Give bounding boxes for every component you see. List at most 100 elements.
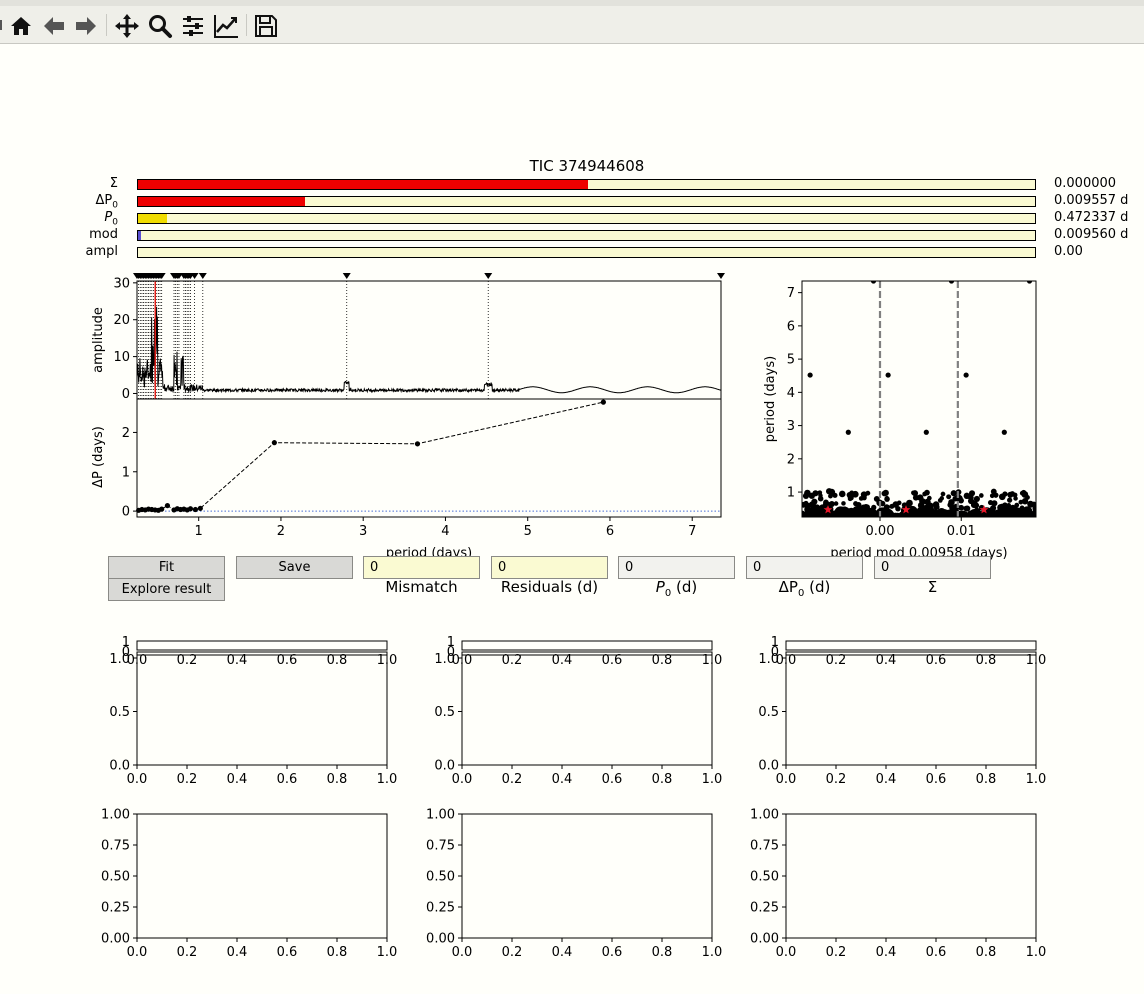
period-marker-triangle[interactable] bbox=[484, 273, 493, 279]
period-marker-triangle[interactable] bbox=[198, 273, 207, 279]
echelle-point bbox=[927, 495, 932, 501]
ytick-label: 2 bbox=[122, 426, 130, 441]
echelle-star[interactable] bbox=[979, 505, 989, 514]
empty-axis bbox=[785, 640, 1037, 651]
spacing-point[interactable] bbox=[197, 505, 203, 511]
echelle-point bbox=[860, 513, 866, 517]
echelle-point[interactable] bbox=[1001, 429, 1007, 435]
echelle-point bbox=[860, 491, 868, 498]
echelle-point bbox=[838, 490, 846, 498]
echelle-point bbox=[813, 504, 821, 511]
xtick-label: 0.0 bbox=[776, 653, 797, 668]
echelle-point bbox=[1013, 496, 1018, 501]
echelle-point bbox=[911, 490, 916, 496]
echelle-point bbox=[989, 493, 995, 499]
spacing-point[interactable] bbox=[164, 502, 171, 509]
bar-value: 0.000000 bbox=[1054, 176, 1117, 191]
forward-arrow-icon[interactable] bbox=[72, 12, 100, 40]
xtick-label: 0.2 bbox=[502, 945, 523, 960]
bar-value: 0.009557 d bbox=[1054, 193, 1129, 208]
fit-button[interactable]: Fit bbox=[108, 556, 225, 579]
xtick-label: 4 bbox=[441, 524, 449, 539]
echelle-point[interactable] bbox=[923, 429, 929, 435]
parameter-label: Mismatch bbox=[363, 578, 480, 596]
echelle-point[interactable] bbox=[870, 278, 877, 284]
echelle-point bbox=[833, 501, 839, 506]
xtick-label: 0.4 bbox=[227, 772, 248, 787]
xtick-label: 0.6 bbox=[926, 653, 947, 668]
xtick-label: 7 bbox=[688, 524, 696, 539]
periodogram-panel[interactable]: 0 10 20 30 amplitude bbox=[80, 266, 740, 406]
xtick-label: 1.0 bbox=[1026, 772, 1047, 787]
echelle-point bbox=[809, 509, 818, 517]
echelle-star[interactable] bbox=[823, 505, 833, 514]
echelle-point[interactable] bbox=[845, 429, 851, 435]
xtick-label: 0.0 bbox=[452, 945, 473, 960]
ytick-label: 0.25 bbox=[426, 901, 455, 916]
save-icon[interactable] bbox=[252, 12, 280, 40]
xtick-label: 0.8 bbox=[976, 945, 997, 960]
parameter-label-subscript: 0 bbox=[664, 588, 672, 599]
parameter-label-subscript: 0 bbox=[797, 588, 805, 599]
period-marker-triangle[interactable] bbox=[342, 273, 351, 279]
echelle-point[interactable] bbox=[807, 372, 813, 378]
echelle-point bbox=[1014, 502, 1020, 508]
periodogram-ylabel: amplitude bbox=[91, 307, 106, 373]
echelle-point bbox=[946, 494, 952, 500]
empty-axis bbox=[461, 640, 713, 651]
back-arrow-icon[interactable] bbox=[40, 12, 68, 40]
spacing-point[interactable] bbox=[600, 399, 606, 405]
spacing-point[interactable] bbox=[192, 506, 198, 513]
ytick-label: 0.50 bbox=[101, 870, 130, 885]
echelle-point[interactable] bbox=[948, 278, 955, 284]
echelle-point[interactable] bbox=[963, 372, 969, 378]
configure-subplots-icon[interactable] bbox=[179, 12, 207, 40]
echelle-point[interactable] bbox=[1026, 278, 1033, 284]
xtick-label: 0.4 bbox=[227, 653, 248, 668]
spacing-point[interactable] bbox=[271, 440, 277, 446]
xtick-label: 1.0 bbox=[377, 653, 398, 668]
xtick-label: 0.2 bbox=[826, 945, 847, 960]
xtick-label: 0.2 bbox=[177, 772, 198, 787]
xtick-label: 0.4 bbox=[876, 653, 897, 668]
parameter-input[interactable]: 0 bbox=[363, 556, 480, 579]
echelle-point bbox=[884, 495, 890, 501]
explore-result-button[interactable]: Explore result bbox=[108, 578, 225, 601]
parameter-input[interactable]: 0 bbox=[491, 556, 608, 579]
empty-axis bbox=[136, 654, 388, 766]
xtick-label: 0.2 bbox=[177, 653, 198, 668]
echelle-point[interactable] bbox=[885, 372, 891, 378]
home-icon[interactable] bbox=[7, 12, 35, 40]
pan-icon[interactable] bbox=[113, 12, 141, 40]
parameter-input[interactable]: 0 bbox=[874, 556, 991, 579]
zoom-icon[interactable] bbox=[146, 12, 174, 40]
period-marker-triangle[interactable] bbox=[190, 273, 199, 279]
xtick-label: 0.0 bbox=[452, 653, 473, 668]
save-button[interactable]: Save bbox=[236, 556, 353, 579]
echelle-point bbox=[1028, 502, 1034, 508]
spacing-point[interactable] bbox=[187, 506, 194, 512]
parameter-input[interactable]: 0 bbox=[618, 556, 735, 579]
ytick-label: 1 bbox=[447, 635, 455, 650]
ytick-label: 1 bbox=[122, 465, 130, 480]
xtick-label: 0.6 bbox=[277, 653, 298, 668]
bar-label-text: Σ bbox=[109, 176, 118, 191]
period-marker-triangle[interactable] bbox=[157, 273, 166, 279]
ytick-label: 3 bbox=[787, 419, 795, 434]
parameter-input[interactable]: 0 bbox=[746, 556, 863, 579]
echelle-point bbox=[802, 510, 806, 517]
ytick-label: 0.00 bbox=[426, 932, 455, 947]
echelle-point bbox=[870, 508, 877, 516]
xtick-label: 0.8 bbox=[652, 772, 673, 787]
echelle-point bbox=[860, 504, 867, 511]
echelle-xticks: 0.00 0.01 bbox=[866, 517, 976, 539]
spacing-point[interactable] bbox=[159, 506, 165, 512]
edit-axis-icon[interactable] bbox=[212, 12, 240, 40]
echelle-star[interactable] bbox=[901, 505, 911, 514]
spacing-point[interactable] bbox=[414, 441, 421, 447]
toolbar bbox=[0, 0, 1144, 44]
period-marker-triangle[interactable] bbox=[717, 273, 725, 279]
echelle-point bbox=[993, 492, 999, 498]
